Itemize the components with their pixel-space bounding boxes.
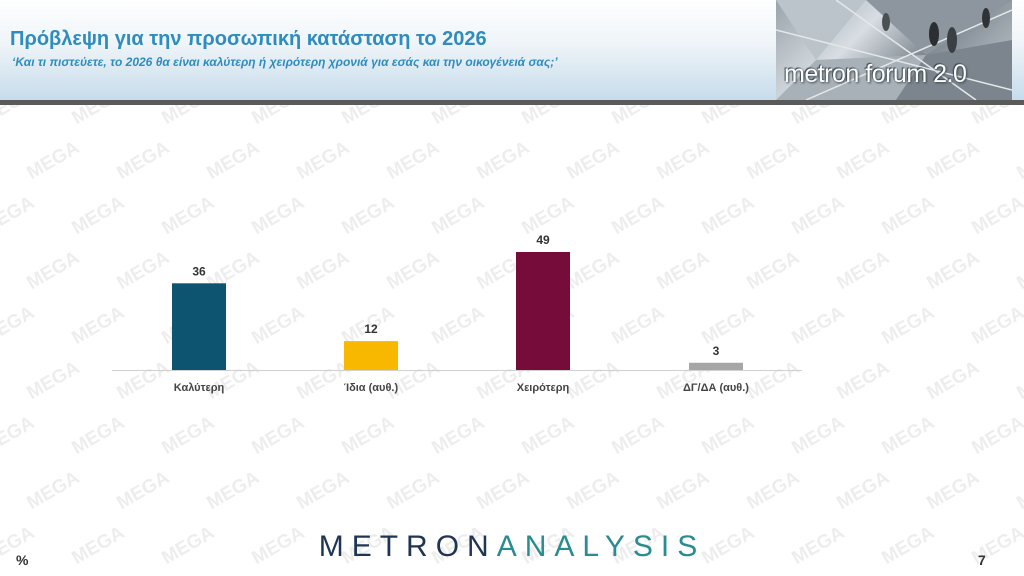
category-label: Καλύτερη (174, 382, 225, 394)
metron-forum-logo: metron forum 2.0 (776, 0, 1012, 100)
bar (344, 341, 398, 370)
bar (689, 362, 743, 370)
data-label: 3 (713, 344, 720, 358)
question-subtitle: ‘Και τι πιστεύετε, το 2026 θα είναι καλύ… (12, 55, 558, 69)
page-title: Πρόβλεψη για την προσωπική κατάσταση το … (10, 28, 487, 50)
brand-analysis: ANALYSIS (496, 530, 706, 563)
bar (516, 252, 570, 370)
data-label: 12 (364, 322, 378, 336)
category-label: Χειρότερη (517, 382, 570, 394)
header-divider (0, 100, 1024, 105)
unit-label: % (16, 552, 29, 568)
data-label: 36 (192, 264, 206, 278)
data-label: 49 (536, 233, 550, 247)
metron-analysis-logo: METRONANALYSIS (0, 530, 1024, 564)
category-label: ΔΓ/ΔΑ (αυθ.) (683, 382, 749, 394)
logo-photo-graphic (776, 0, 1012, 100)
page-number: 7 (978, 552, 986, 568)
bar (172, 283, 226, 370)
brand-metron: METRON (318, 530, 497, 563)
category-label: Ίδια (αυθ.) (344, 382, 399, 394)
logo-text: metron forum 2.0 (784, 60, 967, 88)
